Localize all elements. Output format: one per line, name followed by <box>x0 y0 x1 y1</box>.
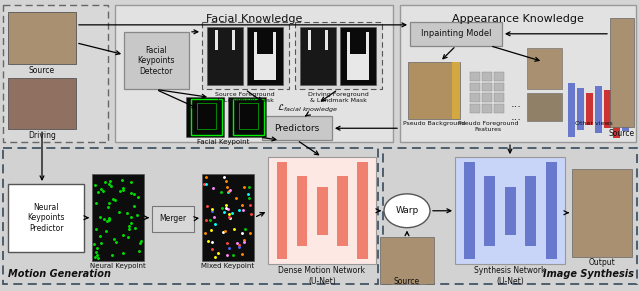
Text: Facial Knowledge: Facial Knowledge <box>206 14 302 24</box>
Text: Image Synthesis: Image Synthesis <box>543 269 634 279</box>
Text: Output: Output <box>589 258 616 267</box>
Bar <box>3 5 108 142</box>
Text: Motion Generation: Motion Generation <box>8 269 111 279</box>
Bar <box>228 97 266 137</box>
Bar <box>383 148 637 284</box>
Bar <box>525 176 536 246</box>
Bar <box>482 72 492 81</box>
Bar <box>92 174 144 262</box>
Bar <box>8 12 76 64</box>
Text: Pseudo Foreground
Features: Pseudo Foreground Features <box>458 121 518 132</box>
Text: Warp: Warp <box>396 206 419 215</box>
Bar <box>317 187 328 235</box>
Bar <box>115 5 393 142</box>
Text: Dense Motion Network
(U-Net): Dense Motion Network (U-Net) <box>278 267 365 286</box>
Bar <box>8 184 84 251</box>
Bar <box>482 93 492 102</box>
Text: Pseudo Background: Pseudo Background <box>403 121 465 126</box>
Bar <box>586 93 593 125</box>
Bar <box>254 32 276 79</box>
Bar <box>357 162 368 259</box>
Bar <box>622 88 629 131</box>
Bar <box>202 174 254 262</box>
Bar <box>202 22 289 89</box>
Text: Merger: Merger <box>159 214 187 223</box>
Bar <box>572 169 632 256</box>
Text: Neural
Keypoints
Predictor: Neural Keypoints Predictor <box>28 203 65 233</box>
Bar <box>337 176 348 246</box>
Text: Inpainting Model: Inpainting Model <box>420 29 492 38</box>
Bar <box>340 27 376 84</box>
Bar <box>276 162 287 259</box>
Bar <box>380 237 434 284</box>
Bar <box>347 32 369 79</box>
Bar <box>464 162 475 259</box>
Bar <box>124 32 189 89</box>
Bar <box>308 30 328 77</box>
Bar <box>207 27 243 84</box>
Bar <box>527 93 562 121</box>
Bar <box>350 32 366 54</box>
Bar <box>247 27 283 84</box>
Bar <box>300 27 336 84</box>
Bar <box>3 148 378 284</box>
Bar <box>482 104 492 113</box>
Bar <box>470 83 480 91</box>
Bar <box>268 157 376 265</box>
Bar <box>577 88 584 130</box>
Bar <box>482 83 492 91</box>
Text: Source: Source <box>609 129 635 138</box>
Text: Appearance Knowledge: Appearance Knowledge <box>452 14 584 24</box>
Bar <box>152 206 194 232</box>
Text: Predictors: Predictors <box>275 124 319 133</box>
Text: Driving Foreground
& Landmark Mask: Driving Foreground & Landmark Mask <box>308 93 369 103</box>
Bar <box>218 30 232 50</box>
Bar <box>484 176 495 246</box>
Bar <box>262 116 332 140</box>
Bar <box>400 5 636 142</box>
Bar <box>257 32 273 54</box>
Bar <box>494 104 504 113</box>
Bar <box>494 83 504 91</box>
Text: Source Foreground
& Landmark Mask: Source Foreground & Landmark Mask <box>215 93 275 103</box>
Bar <box>613 81 620 138</box>
Bar <box>546 162 557 259</box>
Bar <box>408 62 460 119</box>
Text: ...: ... <box>511 112 522 122</box>
Bar <box>604 91 611 128</box>
Text: Facial
Keypoints
Detector: Facial Keypoints Detector <box>137 46 175 76</box>
Bar <box>452 62 460 119</box>
Bar <box>215 30 235 77</box>
Bar <box>215 50 235 77</box>
Bar <box>311 30 325 50</box>
Text: Neural Keypoint: Neural Keypoint <box>90 263 146 269</box>
Bar <box>470 72 480 81</box>
Bar <box>308 50 328 77</box>
Text: Facial Keypoint: Facial Keypoint <box>197 139 249 145</box>
Bar <box>494 93 504 102</box>
Ellipse shape <box>384 194 430 228</box>
Text: Source: Source <box>394 277 420 286</box>
Bar <box>297 176 307 246</box>
Text: ...: ... <box>511 100 522 109</box>
Text: $\mathcal{L}_{facial\ knowledge}$: $\mathcal{L}_{facial\ knowledge}$ <box>277 103 339 116</box>
Bar <box>527 48 562 89</box>
Text: Mixed Keypoint: Mixed Keypoint <box>202 263 255 269</box>
Bar <box>494 72 504 81</box>
Bar <box>470 93 480 102</box>
Text: Other views: Other views <box>575 121 613 126</box>
Text: Driving: Driving <box>28 131 56 140</box>
Bar <box>568 83 575 137</box>
Bar <box>186 97 224 137</box>
Text: Source: Source <box>29 65 55 74</box>
Bar <box>8 77 76 129</box>
Bar <box>610 18 634 127</box>
Bar <box>595 86 602 133</box>
Bar <box>505 187 516 235</box>
Bar <box>455 157 565 265</box>
Bar <box>410 22 502 46</box>
Bar <box>295 22 382 89</box>
Text: Synthesis Network
(U-Net): Synthesis Network (U-Net) <box>474 267 546 286</box>
Bar <box>470 104 480 113</box>
